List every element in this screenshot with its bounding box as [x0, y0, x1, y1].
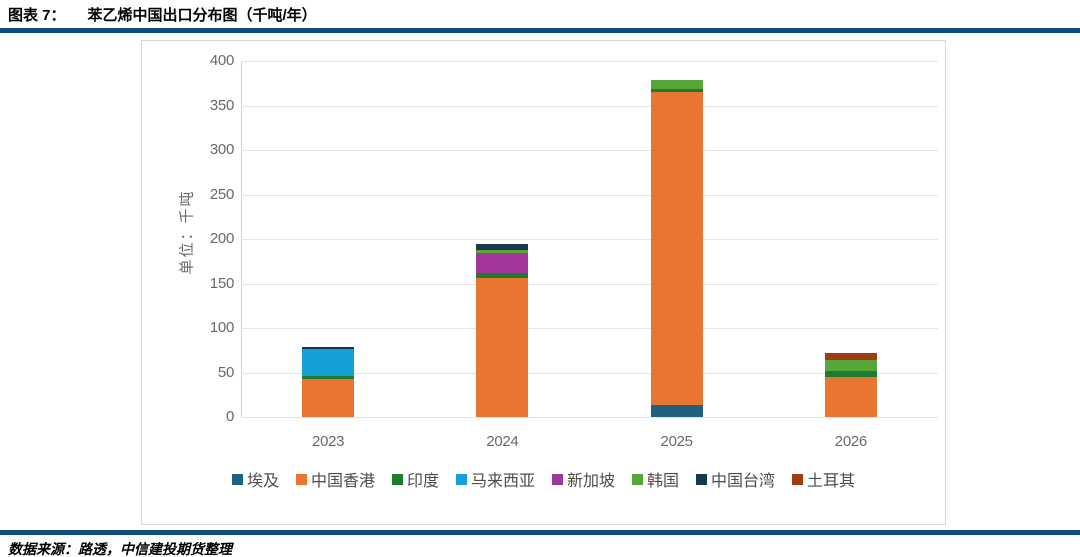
legend-swatch-icon [455, 473, 467, 485]
legend-swatch-icon [231, 473, 243, 485]
legend-item-label: 中国香港 [310, 473, 375, 490]
stacked-bar-2026 [824, 352, 877, 417]
legend-item-label: 新加坡 [567, 473, 616, 490]
legend-item-韩国: 韩国 [632, 467, 679, 491]
bar-segment-2023-马来西亚 [302, 349, 355, 377]
legend-item-土耳其: 土耳其 [792, 467, 855, 491]
legend-swatch-icon [552, 473, 563, 485]
gridline-y-250 [241, 194, 938, 196]
legend-item-马来西亚: 马来西亚 [455, 467, 535, 491]
bar-segment-2026-土耳其 [824, 352, 877, 361]
bar-segment-2026-中国香港 [824, 376, 877, 417]
bar-segment-2024-中国香港 [476, 278, 529, 417]
bar-segment-2025-印度 [650, 88, 703, 93]
legend-item-埃及: 埃及 [231, 467, 279, 491]
bar-segment-2024-中国台湾 [476, 243, 529, 250]
legend-item-label: 马来西亚 [470, 473, 535, 490]
legend-swatch-icon [295, 473, 307, 485]
bar-segment-2026-印度 [824, 370, 877, 377]
legend-item-label: 埃及 [246, 473, 279, 490]
gridline-y-100 [241, 328, 938, 329]
y-tick-label-50: 50 [217, 363, 234, 381]
figure-title: 图表 7： 苯乙烯中国出口分布图（千吨/年） [8, 4, 317, 25]
y-tick-label-350: 350 [209, 96, 234, 114]
gridline-y-400 [241, 61, 938, 62]
bar-segment-2025-中国香港 [650, 92, 703, 406]
legend-item-中国香港: 中国香港 [295, 467, 375, 491]
bottom-divider-rule [0, 530, 1080, 535]
legend-item-新加坡: 新加坡 [552, 467, 615, 491]
bar-segment-2023-印度 [302, 376, 355, 379]
bar-segment-2025-韩国 [650, 79, 703, 89]
top-divider-rule [0, 28, 1080, 33]
legend-swatch-icon [696, 473, 708, 485]
stacked-bar-2023 [302, 346, 355, 417]
y-tick-label-200: 200 [209, 230, 234, 247]
bar-segment-2024-新加坡 [476, 253, 529, 273]
y-tick-label-100: 100 [209, 319, 234, 336]
y-tick-label-300: 300 [209, 141, 234, 158]
bar-segment-2025-埃及 [650, 405, 703, 417]
x-axis-label-2024: 2024 [486, 433, 519, 450]
gridline-y-200 [241, 239, 938, 240]
legend-swatch-icon [391, 473, 403, 485]
bar-segment-2026-韩国 [824, 360, 877, 371]
bar-segment-2024-印度 [476, 272, 529, 279]
chart-container: 单位：千吨 埃及 中国香港 印度 马来西亚 新加坡 韩国 中国台湾 土耳其 0 50 100 150… [141, 40, 946, 525]
bar-segment-2023-中国台湾 [302, 346, 355, 350]
legend-item-印度: 印度 [391, 467, 439, 491]
bar-segment-2023-中国香港 [302, 378, 355, 417]
plot-area [241, 61, 938, 418]
figure-title-text: 苯乙烯中国出口分布图（千吨/年） [87, 7, 317, 24]
gridline-y-150 [241, 283, 938, 285]
x-axis-label-2023: 2023 [312, 433, 345, 450]
gridline-y-300 [241, 150, 938, 151]
y-tick-label-150: 150 [209, 274, 234, 292]
stacked-bar-2025 [650, 79, 703, 417]
y-tick-label-400: 400 [209, 52, 234, 69]
x-axis-label-2025: 2025 [660, 433, 693, 450]
legend-item-label: 韩国 [647, 473, 680, 490]
x-axis-label-2026: 2026 [834, 433, 867, 450]
legend-item-label: 印度 [406, 473, 439, 490]
bar-segment-2024-韩国 [476, 249, 529, 254]
legend-item-label: 中国台湾 [711, 473, 776, 490]
legend-item-label: 土耳其 [807, 473, 856, 490]
gridline-y-0 [241, 417, 938, 418]
data-source-note: 数据来源：路透，中信建投期货整理 [8, 541, 232, 557]
y-tick-label-0: 0 [225, 408, 234, 425]
figure-number-label: 图表 7： [8, 7, 66, 24]
legend-swatch-icon [632, 473, 644, 485]
legend-item-中国台湾: 中国台湾 [696, 467, 775, 491]
y-tick-label-250: 250 [209, 185, 234, 203]
legend-swatch-icon [792, 473, 804, 485]
stacked-bar-2024 [476, 243, 529, 417]
gridline-y-350 [241, 105, 938, 107]
gridline-y-50 [241, 372, 938, 374]
chart-legend: 埃及 中国香港 印度 马来西亚 新加坡 韩国 中国台湾 土耳其 [142, 467, 945, 491]
